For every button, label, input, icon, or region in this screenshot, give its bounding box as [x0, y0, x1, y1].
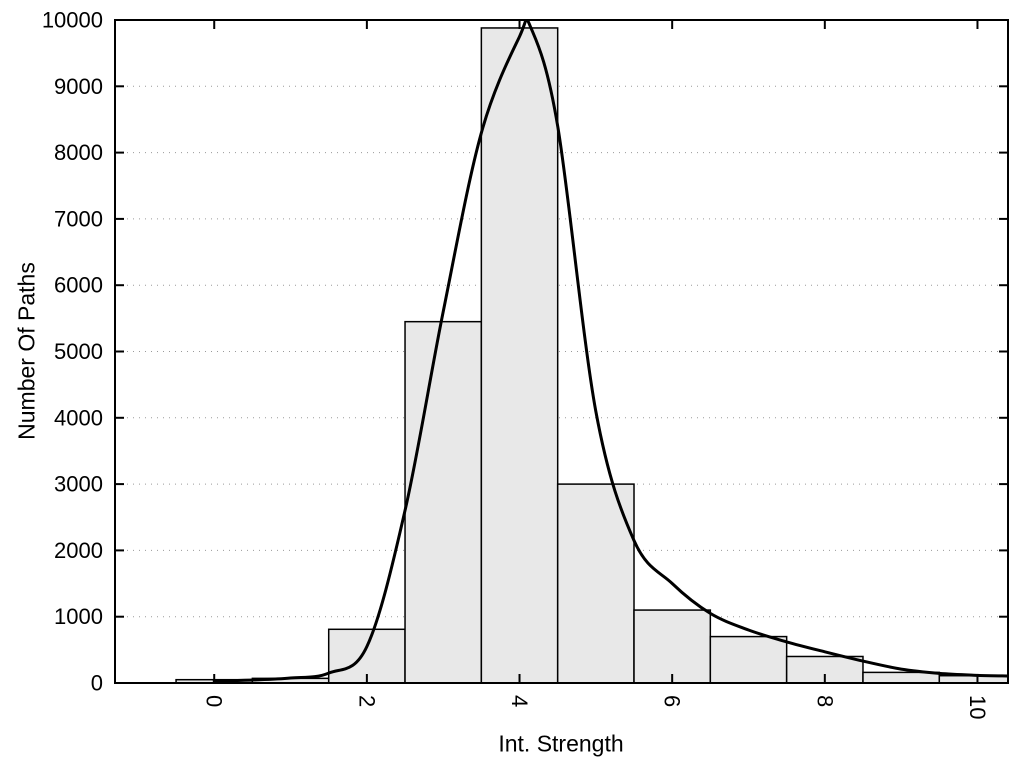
y-tick-label: 2000: [54, 538, 103, 563]
y-tick-label: 7000: [54, 206, 103, 231]
y-tick-label: 4000: [54, 405, 103, 430]
x-tick-label: 2: [354, 695, 379, 707]
y-tick-label: 1000: [54, 604, 103, 629]
histogram-bar: [404, 320, 483, 683]
x-tick-label: 4: [507, 695, 532, 707]
fit-curve: [212, 20, 1008, 683]
y-tick-label: 9000: [54, 74, 103, 99]
tick-marks: [115, 19, 1008, 684]
y-axis-title: Number Of Paths: [13, 262, 40, 440]
y-tick-label: 0: [91, 671, 103, 696]
histogram-bar: [480, 27, 559, 683]
histogram-bar: [862, 671, 941, 683]
x-tick-label: 0: [202, 695, 227, 707]
histogram-bar: [633, 609, 712, 683]
y-tick-label: 8000: [54, 140, 103, 165]
x-tick-label: 6: [660, 695, 685, 707]
x-tick-label: 8: [812, 695, 837, 707]
histogram-bar: [556, 483, 635, 683]
y-tick-label: 3000: [54, 472, 103, 497]
y-tick-label: 5000: [54, 339, 103, 364]
x-tick-label: 10: [965, 695, 990, 719]
y-tick-label: 6000: [54, 273, 103, 298]
x-axis-title: Int. Strength: [498, 730, 624, 757]
histogram-bars: [175, 27, 1008, 683]
y-tick-label: 10000: [42, 8, 103, 33]
histogram-bar: [709, 635, 788, 683]
